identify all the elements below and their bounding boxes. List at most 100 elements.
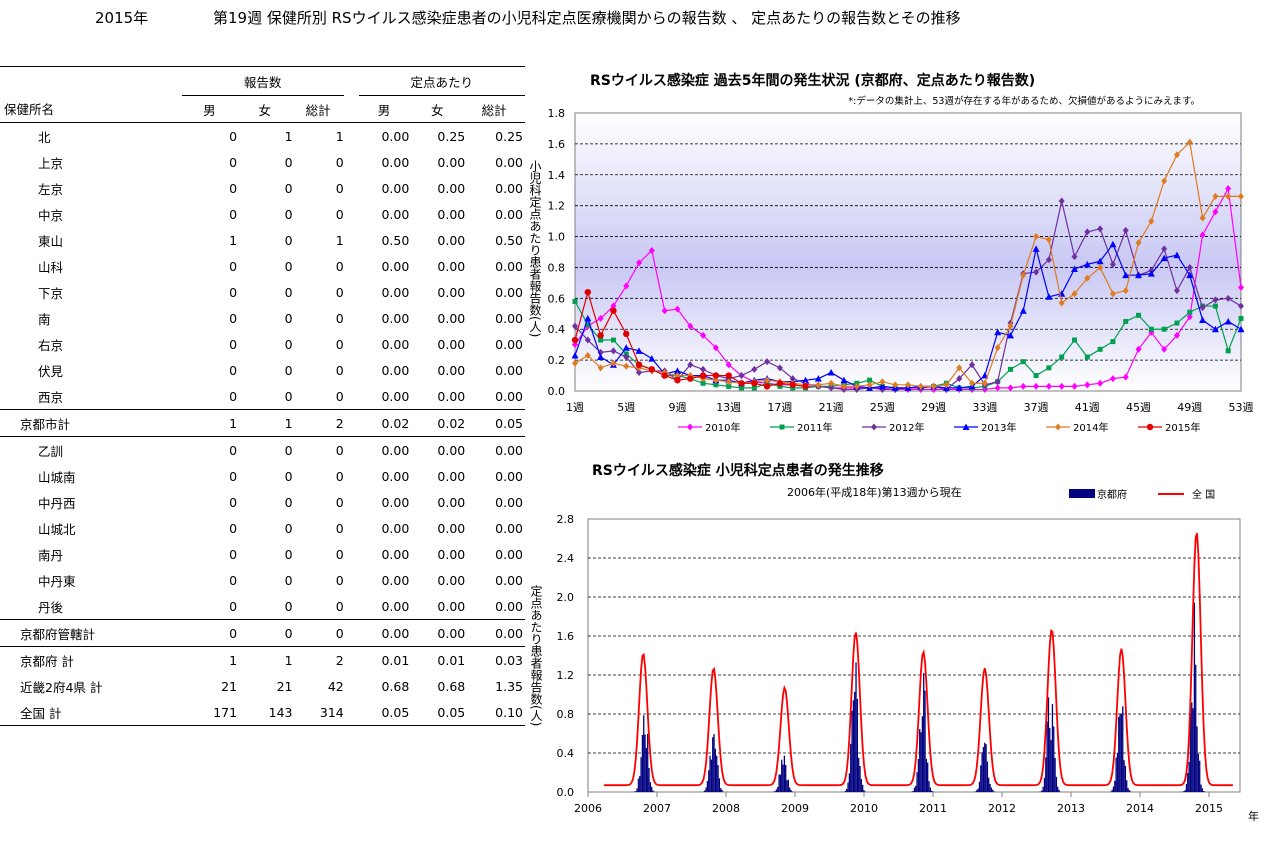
table-row: 南 0 0 0 0.00 0.00 0.00 bbox=[0, 305, 525, 331]
chart1-point bbox=[1007, 384, 1014, 392]
chart1-ytick-label: 1.6 bbox=[548, 138, 566, 151]
chart1-point bbox=[1238, 302, 1244, 310]
chart1-point bbox=[648, 246, 655, 254]
male-per-point: 0.00 bbox=[358, 383, 410, 410]
column-gap bbox=[344, 673, 359, 699]
total-count: 314 bbox=[292, 699, 344, 726]
chart1-point bbox=[969, 379, 976, 387]
female-count: 1 bbox=[284, 128, 293, 144]
total-per-point: 0.00 bbox=[495, 310, 523, 326]
chart1-point bbox=[1212, 296, 1219, 304]
total-count: 0 bbox=[292, 383, 344, 410]
male-count: 0 bbox=[229, 442, 238, 458]
chart1-point bbox=[1238, 315, 1244, 321]
chart1-point bbox=[1147, 270, 1155, 277]
male-count: 1 bbox=[229, 652, 238, 668]
row-name: 右京 bbox=[38, 337, 64, 353]
chart1-xtick-label: 17週 bbox=[767, 401, 792, 414]
male-per-point: 0.01 bbox=[381, 652, 410, 668]
chart1-point bbox=[661, 372, 668, 379]
chart2-title: RSウイルス感染症 小児科定点患者の発生推移 bbox=[592, 462, 884, 479]
female-count: 0 bbox=[284, 546, 293, 562]
chart1-note: *:データの集計上、53週が存在する年があるため、欠損値があるようにみえます。 bbox=[848, 95, 1200, 107]
female-per-point: 0.00 bbox=[437, 546, 466, 562]
chart1-point bbox=[827, 368, 835, 376]
female-per-point: 0.00 bbox=[437, 232, 466, 248]
female-per-point: 0.00 bbox=[409, 593, 466, 620]
male-per-point: 0.68 bbox=[381, 678, 410, 694]
chart1-point bbox=[1058, 197, 1065, 205]
chart2-ytick-label: 1.2 bbox=[557, 669, 575, 682]
chart1-point bbox=[725, 372, 732, 379]
total-count: 1 bbox=[335, 128, 344, 144]
chart1-point bbox=[738, 380, 745, 387]
male-count: 0 bbox=[229, 258, 238, 274]
chart2-xlabel: 年 bbox=[1248, 809, 1259, 823]
chart1-ytick-label: 0.6 bbox=[548, 292, 566, 305]
male-count: 21 bbox=[221, 678, 238, 694]
chart1-point bbox=[751, 380, 758, 387]
female-count: 21 bbox=[276, 678, 293, 694]
chart1-legend-label: 2014年 bbox=[1073, 421, 1108, 434]
female-per-point: 0.25 bbox=[437, 128, 466, 144]
chart1-xtick-label: 21週 bbox=[819, 401, 844, 414]
chart1-ylabel: 小児科定点あたり患者報告数(人) bbox=[528, 160, 542, 338]
chart1-point bbox=[828, 384, 835, 392]
chart1-point bbox=[1187, 309, 1193, 315]
column-gap bbox=[343, 699, 359, 726]
chart1-point bbox=[1122, 271, 1130, 279]
chart1-point bbox=[802, 383, 809, 390]
male-per-point: 0.00 bbox=[381, 336, 410, 352]
chart1-point bbox=[1020, 359, 1026, 365]
row-name: 東山 bbox=[38, 233, 64, 249]
male-count: 0 bbox=[229, 128, 238, 144]
table-row: 中丹東 0 0 0 0.00 0.00 0.00 bbox=[0, 567, 525, 593]
chart1-legend-marker bbox=[1055, 423, 1061, 431]
chart1-point bbox=[1097, 379, 1104, 387]
chart1-point bbox=[994, 344, 1001, 352]
male-count: 0 bbox=[229, 284, 238, 300]
female-per-point: 0.00 bbox=[437, 572, 466, 588]
chart1-legend-label: 2012年 bbox=[889, 421, 924, 434]
chart1-point bbox=[1096, 257, 1104, 265]
total-per-point: 0.00 bbox=[495, 336, 523, 352]
male-count: 0 bbox=[229, 468, 238, 484]
male-count: 1 bbox=[181, 409, 238, 437]
title-bar: 2015年 第19週 保健所別 RSウイルス感染症患者の小児科定点医療機関からの… bbox=[0, 0, 1269, 34]
female-count: 0 bbox=[284, 284, 293, 300]
chart2-subtitle: 2006年(平成18年)第13週から現在 bbox=[787, 485, 962, 499]
female-per-point: 0.00 bbox=[437, 206, 466, 222]
chart1-point bbox=[1199, 304, 1206, 312]
column-gap bbox=[343, 593, 359, 620]
total-per-point: 0.25 bbox=[495, 128, 523, 144]
chart1-point bbox=[572, 359, 578, 367]
male-count: 0 bbox=[229, 206, 238, 222]
chart1-point bbox=[1148, 217, 1155, 225]
chart2-ytick-label: 0.0 bbox=[557, 786, 575, 799]
chart1-point bbox=[623, 353, 630, 361]
table-row: 京都市計 1 1 2 0.02 0.02 0.05 bbox=[0, 409, 525, 437]
chart1-point bbox=[1199, 231, 1206, 239]
chart1-point bbox=[828, 379, 835, 387]
chart1-point bbox=[764, 358, 771, 366]
male-per-point: 0.05 bbox=[358, 699, 410, 726]
chart1-point bbox=[981, 379, 988, 387]
male-count: 0 bbox=[181, 383, 238, 410]
chart1-point bbox=[713, 382, 719, 388]
chart1-point bbox=[1173, 251, 1181, 259]
column-gap bbox=[344, 437, 359, 464]
total-per-point: 0.03 bbox=[495, 652, 523, 668]
male-per-point: 0.02 bbox=[358, 409, 410, 437]
chart1-point bbox=[1212, 208, 1219, 216]
male-count: 0 bbox=[229, 494, 238, 510]
chart1-point bbox=[1110, 339, 1116, 345]
total-count: 0 bbox=[335, 442, 344, 458]
chart1-point bbox=[1135, 271, 1143, 279]
chart1-point bbox=[635, 361, 643, 368]
table-row: 京都府 計 1 1 2 0.01 0.01 0.03 bbox=[0, 647, 525, 674]
chart1-point bbox=[700, 380, 706, 386]
chart1-point bbox=[943, 381, 950, 389]
female-count: 0 bbox=[284, 520, 293, 536]
header-total: 総計 bbox=[292, 95, 344, 123]
chart1-point bbox=[1186, 263, 1193, 271]
